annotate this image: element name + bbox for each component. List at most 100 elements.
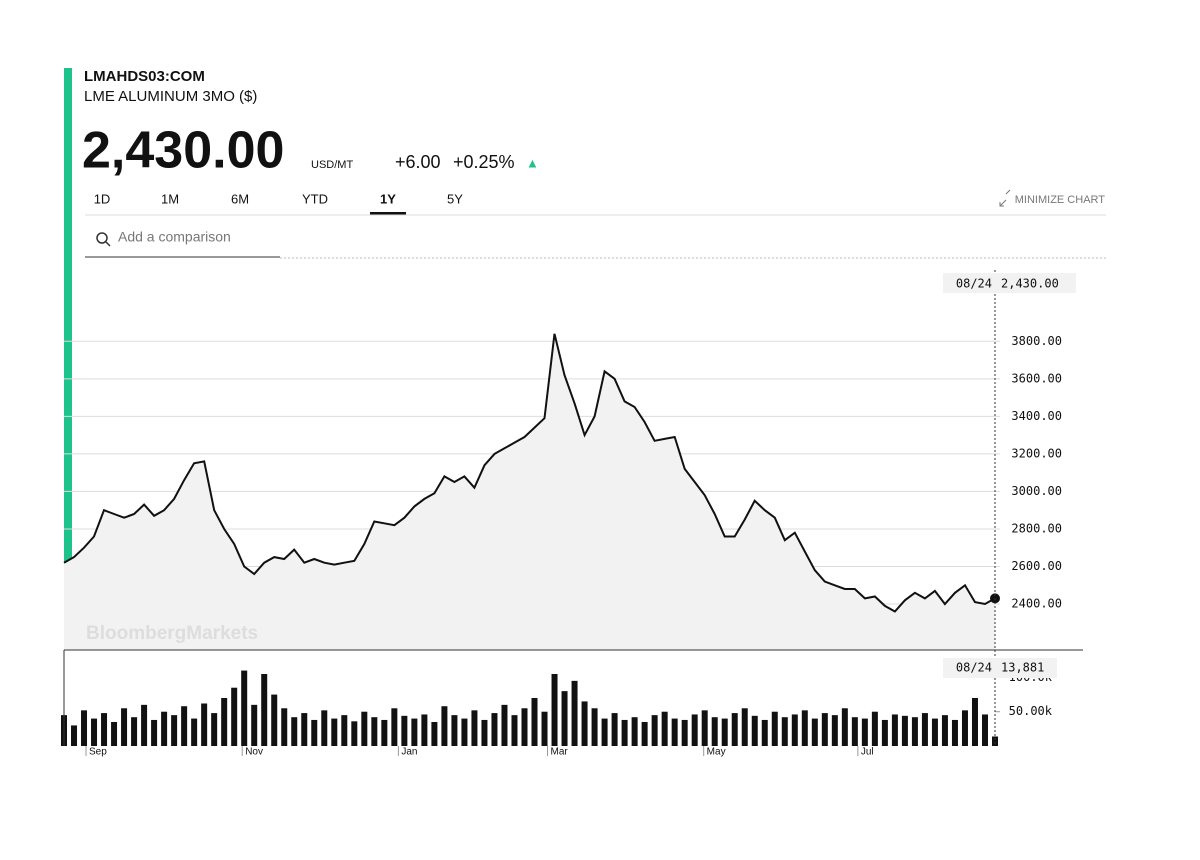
volume-bar [992,736,998,746]
volume-bar [211,713,218,746]
unit: USD/MT [311,159,353,171]
volume-bar [901,715,908,746]
volume-bar [481,719,488,746]
tab[interactable]: 1Y [380,191,396,206]
volume-bar [411,718,418,746]
instrument-name: LME ALUMINUM 3MO ($) [84,88,257,105]
chart: 2400.00 2600.00 2800.00 3000.00 3200.00 3400.… [61,270,1083,758]
tab[interactable]: 1D [94,191,111,206]
volume-bar [101,713,108,746]
volume-bar [951,719,958,746]
minimize-icon [999,189,1011,207]
change: +6.00 [395,152,441,172]
volume-bar [121,708,128,746]
volume-bar [841,708,848,746]
volume-bar [71,725,78,746]
active-tab-underline [370,212,406,215]
volume-bar [651,715,658,746]
volume-bar [701,710,708,746]
y-tick-label: 2400.00 [1011,597,1062,611]
volume-bar [201,703,208,746]
volume-bar [721,718,728,746]
y-tick-label: 3200.00 [1011,446,1062,460]
volume-bar [91,718,98,746]
y-tick-label: 2800.00 [1011,521,1062,535]
tab[interactable]: 6M [231,191,249,206]
volume-bar [811,718,818,746]
volume-bar [281,708,288,746]
minimize-chart[interactable]: MINIMIZE CHART [1015,194,1106,206]
volume-bar [581,701,588,746]
volume-bar [291,717,298,746]
volume-bar [761,719,768,746]
volume-bar [321,710,328,746]
change-pct: +0.25% [453,152,515,172]
volume-bar [381,719,388,746]
volume-bar [541,711,548,746]
x-tick-label: Jan [401,747,417,758]
volume-bar [311,719,318,746]
volume-bar [621,719,628,746]
volume-bar [681,719,688,746]
volume-bar [441,706,448,746]
y-tick-label: 3600.00 [1011,371,1062,385]
watermark: BloombergMarkets [86,623,258,644]
tab[interactable]: YTD [302,191,328,206]
volume-bar [251,704,258,746]
volume-bar [591,708,598,746]
volume-bar [161,711,168,746]
volume-bar [331,718,338,746]
y-tick-label: 50.00k [1009,704,1053,718]
ticker: LMAHDS03:COM [84,68,205,85]
search-icon-handle [105,241,111,247]
crosshair-date: 08/24 [956,277,992,291]
up-arrow: ▲ [526,155,539,170]
volume-bar [561,691,568,746]
y-tick-label: 3800.00 [1011,334,1062,348]
volume-bar [781,717,788,746]
volume-bar [871,711,878,746]
crosshair-box [943,658,1057,678]
accent-bar [64,68,72,650]
volume-bar [691,714,698,746]
price: 2,430.00 [82,122,284,180]
volume-bar [181,706,188,746]
volume-bar [671,718,678,746]
volume-bar [491,713,498,746]
tab[interactable]: 1M [161,191,179,206]
volume-bar [401,715,408,746]
x-tick-label: Jul [861,747,874,758]
volume-bar [371,717,378,746]
volume-bar [461,718,468,746]
volume-bar [341,715,348,746]
volume-bar [851,717,858,746]
volume-bar [421,714,428,746]
volume-bar [81,710,88,746]
tabs: 1D 1M 6M YTD 1Y 5Y [94,191,463,215]
volume-bar [801,710,808,746]
volume-bar [531,698,538,746]
volume-bar [191,718,198,746]
x-tick-label: Sep [89,747,107,758]
volume-bar [131,717,138,746]
volume-bar [751,715,758,746]
search-input[interactable]: Add a comparison [118,229,231,245]
volume-bar [821,713,828,746]
y-tick-label: 3400.00 [1011,409,1062,423]
volume-bar [961,710,968,746]
volume-bar [141,704,148,746]
crosshair-price: 2,430.00 [1001,277,1059,291]
volume-bar [941,715,948,746]
volume-bar [301,713,308,746]
tab[interactable]: 5Y [447,191,463,206]
volume-bar [641,722,648,746]
volume-bar [921,713,928,746]
volume-bar [831,715,838,746]
volume-bar [521,708,528,746]
volume-bar [431,722,438,746]
volume-bar [971,698,978,746]
search-icon [96,232,108,244]
volume-bar [151,719,158,746]
volume-bar [451,715,458,746]
volume-bar [711,717,718,746]
